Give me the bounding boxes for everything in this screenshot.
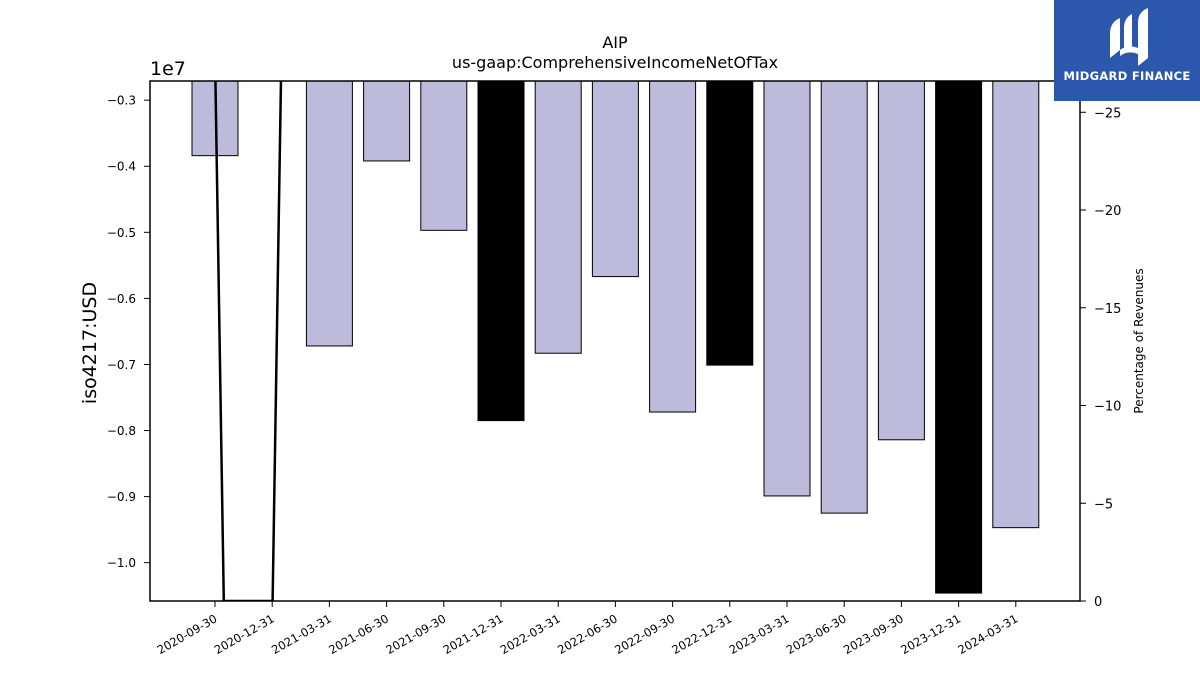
chart-subtitle: us-gaap:ComprehensiveIncomeNetOfTax <box>452 53 778 72</box>
x-tick-label: 2023-06-30 <box>784 611 849 657</box>
bar-2022-03-31 <box>534 80 582 354</box>
x-tick-label: 2021-06-30 <box>326 611 391 657</box>
bar-2021-03-31 <box>305 80 353 347</box>
x-tick-label: 2022-06-30 <box>555 611 620 657</box>
line-layer <box>214 81 283 601</box>
bar-2023-12-31 <box>935 80 983 594</box>
x-tick-label: 2022-12-31 <box>669 611 734 657</box>
x-tick-label: 2023-09-30 <box>841 611 906 657</box>
bar-2023-03-31 <box>763 80 811 497</box>
brand-name: MIDGARD FINANCE <box>1063 69 1191 83</box>
y-tick-label: −1.0 <box>107 556 136 570</box>
y-tick-label: −0.5 <box>107 226 136 240</box>
bar-2021-12-31 <box>477 80 525 422</box>
x-tick-label: 2021-12-31 <box>441 611 506 657</box>
x-tick-label: 2024-03-31 <box>955 611 1020 657</box>
chart-title: AIP <box>602 33 628 52</box>
x-tick-label: 2021-03-31 <box>269 611 334 657</box>
brand-logo: MIDGARD FINANCE <box>1054 0 1200 101</box>
y2-tick-label: −20 <box>1094 204 1121 219</box>
y2-tick-label: −10 <box>1094 400 1121 415</box>
x-tick-label: 2023-03-31 <box>727 611 792 657</box>
y2-tick-label: 0 <box>1094 595 1102 610</box>
y-axis-left: −0.3 −0.4 −0.5 −0.6 −0.7 −0.8 −0.9 −1.0 <box>107 94 150 570</box>
y2-tick-label: −15 <box>1094 302 1121 317</box>
bar-2022-09-30 <box>649 80 697 413</box>
x-axis: 2020-09-302020-12-312021-03-312021-06-30… <box>155 601 1020 657</box>
y2-tick-label: −25 <box>1094 106 1121 121</box>
y-tick-label: −0.6 <box>107 292 136 306</box>
x-tick-label: 2023-12-31 <box>898 611 963 657</box>
x-tick-label: 2021-09-30 <box>383 611 448 657</box>
bar-2024-03-31 <box>992 80 1040 529</box>
y-tick-label: −0.4 <box>107 160 136 174</box>
x-tick-label: 2022-09-30 <box>612 611 677 657</box>
bars-layer <box>191 80 1040 594</box>
percent-revenue-line <box>214 81 283 601</box>
y-tick-label: −0.8 <box>107 424 136 438</box>
y-axis-label: iso4217:USD <box>79 282 101 404</box>
y2-tick-label: −5 <box>1094 497 1113 512</box>
bar-2022-12-31 <box>706 80 754 366</box>
bar-2021-06-30 <box>363 80 411 162</box>
midgard-logo-icon <box>1110 8 1148 66</box>
y-tick-label: −0.7 <box>107 358 136 372</box>
y-axis-right: −25 −20 −15 −10 −5 0 <box>1080 106 1121 610</box>
x-tick-label: 2020-09-30 <box>155 611 220 657</box>
y-tick-label: −0.9 <box>107 490 136 504</box>
bar-2023-06-30 <box>820 80 868 514</box>
bar-2022-06-30 <box>591 80 639 278</box>
bar-2021-09-30 <box>420 80 468 231</box>
bar-2023-09-30 <box>877 80 925 441</box>
y-tick-label: −0.3 <box>107 94 136 108</box>
y-offset-label: 1e7 <box>150 58 186 80</box>
x-tick-label: 2022-03-31 <box>498 611 563 657</box>
x-tick-label: 2020-12-31 <box>212 611 277 657</box>
y2-axis-label: Percentage of Revenues <box>1132 268 1146 413</box>
